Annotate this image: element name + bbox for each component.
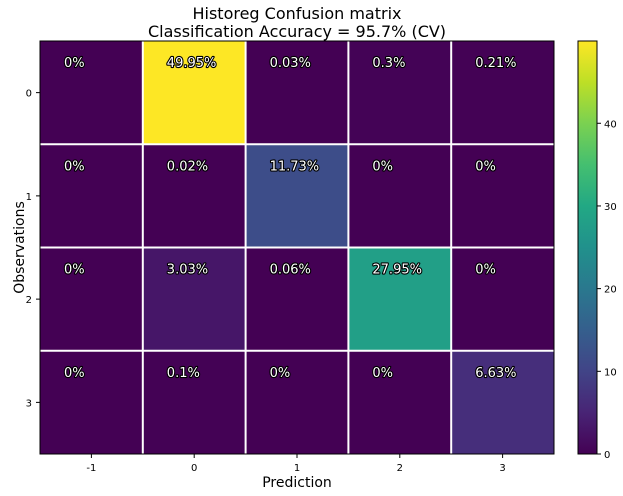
x-axis-label: Prediction (262, 475, 332, 491)
cell-label-r2-c0: 0% (64, 263, 85, 278)
heatmap-cell-r0-c4 (451, 41, 554, 145)
heatmap-cell-r3-c1 (142, 350, 246, 454)
heatmap-cell-r1-c2 (245, 144, 349, 248)
cell-value-labels: 0% 49.95% 0.03% 0.3% 0.21% 0% 0.02% 11.73% 0% 0% 0… (63, 55, 518, 382)
cell-label-r3-c3: 0% (372, 366, 393, 381)
chart-subtitle: Classification Accuracy = 95.7% (CV) (147, 22, 447, 41)
y-axis-ticks: 0 1 2 3 (26, 89, 40, 409)
x-tick-label: 2 (397, 463, 403, 474)
chart-title: Historeg Confusion matrix (192, 4, 402, 23)
heatmap-cell-r2-c4 (451, 247, 554, 351)
cell-label-r0-c0: 0% (64, 56, 85, 71)
cell-label-r2-c2: 0.06% (270, 263, 311, 278)
colorbar-tick-label: 20 (604, 285, 617, 296)
cell-label-r3-c1: 0.1% (167, 366, 200, 381)
x-tick-label: -1 (86, 463, 96, 474)
heatmap-cell-r1-c0 (40, 144, 143, 248)
heatmap-cell-r0-c1 (142, 41, 246, 145)
heatmap-cell-r1-c4 (451, 144, 554, 248)
x-tick-label: 1 (294, 463, 300, 474)
cell-label-r3-c0: 0% (64, 366, 85, 381)
y-axis-label: Observations (12, 201, 28, 294)
heatmap-cell-r3-c2 (245, 350, 349, 454)
heatmap-cell-r2-c1 (142, 247, 246, 351)
x-tick-label: 0 (191, 463, 197, 474)
heatmap-cell-r0-c0 (40, 41, 143, 145)
heatmap-cells (40, 41, 554, 454)
cell-label-r0-c3: 0.3% (372, 56, 405, 71)
heatmap-cell-r0-c3 (348, 41, 452, 145)
cell-label-r3-c2: 0% (270, 366, 291, 381)
heatmap-cell-r3-c0 (40, 350, 143, 454)
colorbar-tick-label: 10 (604, 367, 617, 378)
cell-label-r0-c2: 0.03% (270, 56, 311, 71)
cell-label-r0-c1: 49.95% (167, 56, 217, 71)
heatmap-cell-r1-c3 (348, 144, 452, 248)
y-tick-label: 3 (26, 398, 32, 409)
cell-label-r1-c0: 0% (64, 159, 85, 174)
x-axis-ticks: -1 0 1 2 3 (86, 454, 506, 474)
cell-label-r2-c4: 0% (475, 263, 496, 278)
cell-label-r3-c4: 6.63% (475, 366, 516, 381)
cell-label-r2-c1: 3.03% (167, 263, 208, 278)
colorbar-tick-label: 30 (604, 202, 617, 213)
y-tick-label: 1 (26, 192, 32, 203)
y-tick-label: 0 (26, 89, 32, 100)
x-tick-label: 3 (499, 463, 505, 474)
cell-label-r2-c3: 27.95% (372, 263, 422, 278)
cell-label-r1-c2: 11.73% (270, 159, 320, 174)
heatmap-cell-r2-c2 (245, 247, 349, 351)
y-tick-label: 2 (26, 295, 32, 306)
heatmap-cell-r2-c3 (348, 247, 452, 351)
colorbar-tick-label: 0 (604, 450, 610, 461)
heatmap-cell-r1-c1 (142, 144, 246, 248)
colorbar-gradient (577, 40, 598, 455)
cell-label-r1-c1: 0.02% (167, 159, 208, 174)
cell-label-r0-c4: 0.21% (475, 56, 516, 71)
cell-grid-lines (40, 41, 554, 454)
heatmap-cell-r0-c2 (245, 41, 349, 145)
cell-label-r1-c4: 0% (475, 159, 496, 174)
heatmap-cell-r3-c4 (451, 350, 554, 454)
colorbar: 0 10 20 30 40 (577, 40, 617, 461)
cell-label-r1-c3: 0% (372, 159, 393, 174)
heatmap-cell-r2-c0 (40, 247, 143, 351)
colorbar-tick-label: 40 (604, 119, 617, 130)
heatmap-cell-r3-c3 (348, 350, 452, 454)
